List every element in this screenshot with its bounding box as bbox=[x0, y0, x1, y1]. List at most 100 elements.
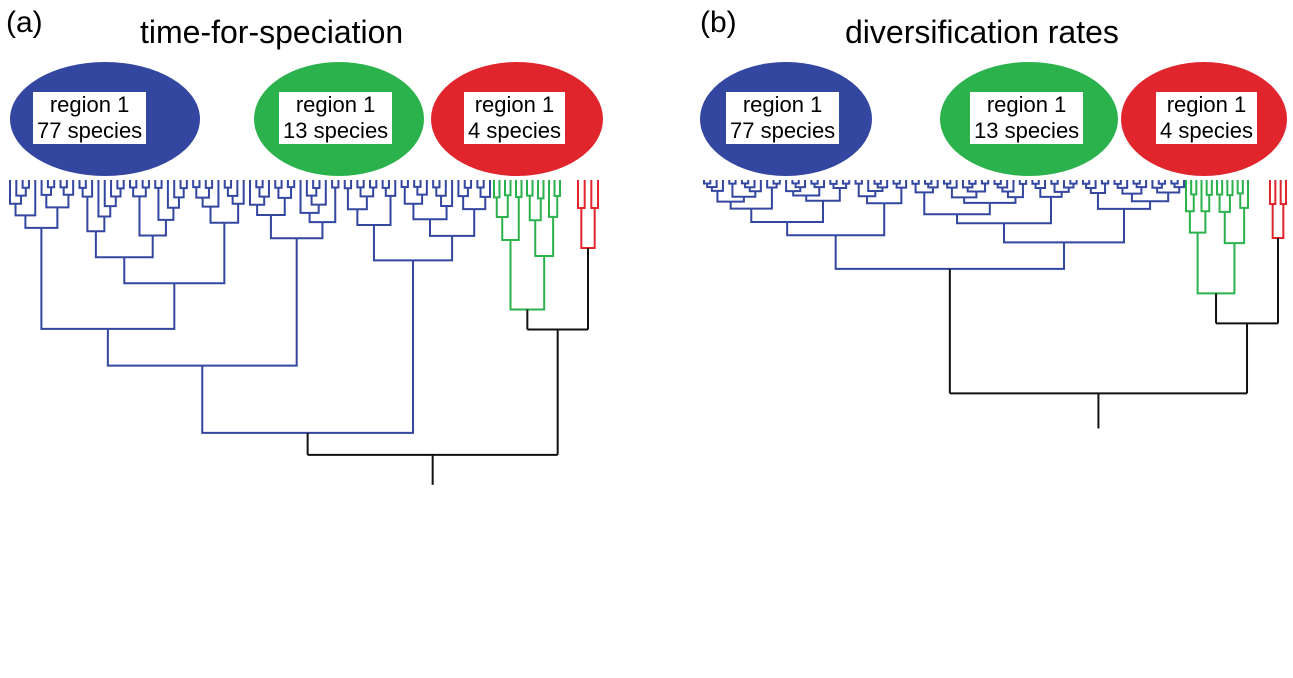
branch-blue-0 bbox=[110, 180, 116, 198]
branch-green-1 bbox=[1244, 180, 1249, 209]
branch-green-0 bbox=[507, 180, 512, 197]
branch-blue-0 bbox=[413, 180, 418, 188]
branch-blue-0 bbox=[430, 206, 448, 221]
branch-blue-1 bbox=[787, 200, 825, 224]
branch-blue-0 bbox=[51, 180, 56, 189]
branch-blue-0 bbox=[227, 180, 233, 189]
branch-blue-1 bbox=[731, 183, 744, 198]
branch-blue-1 bbox=[755, 180, 762, 193]
branch-blue-1 bbox=[792, 191, 807, 197]
branch-blue-1 bbox=[810, 180, 815, 185]
branch-blue-1 bbox=[703, 180, 708, 185]
region-label-green-a: region 1 13 species bbox=[279, 92, 393, 144]
branch-green-0 bbox=[557, 180, 561, 198]
branch-blue-0 bbox=[152, 219, 167, 237]
branch-blue-0 bbox=[357, 196, 368, 211]
branch-blue-0 bbox=[270, 197, 286, 217]
branch-blue-1 bbox=[1096, 193, 1124, 210]
branch-blue-0 bbox=[318, 180, 327, 206]
branch-blue-0 bbox=[21, 180, 26, 189]
branch-blue-0 bbox=[308, 212, 323, 224]
branch-blue-0 bbox=[359, 187, 367, 198]
branch-blue-1 bbox=[957, 202, 991, 216]
branch-green-1 bbox=[1240, 180, 1244, 195]
branch-blue-1 bbox=[1031, 180, 1036, 185]
branch-blue-1 bbox=[1116, 183, 1123, 189]
branch-blue-1 bbox=[717, 180, 724, 192]
branch-blue-1 bbox=[976, 183, 987, 193]
branch-blue-1 bbox=[793, 187, 802, 193]
branch-blue-0 bbox=[15, 195, 23, 205]
branch-blue-1 bbox=[766, 180, 772, 189]
branch-blue-1 bbox=[1168, 187, 1181, 194]
branch-blue-0 bbox=[284, 187, 293, 199]
branch-blue-0 bbox=[286, 180, 292, 189]
branch-blue-1 bbox=[1157, 180, 1162, 185]
branch-blue-0 bbox=[381, 180, 386, 189]
branch-blue-0 bbox=[258, 187, 265, 198]
branch-green-1 bbox=[1219, 180, 1224, 196]
branch-blue-0 bbox=[129, 180, 134, 189]
branch-blue-0 bbox=[195, 187, 203, 199]
branch-blue-0 bbox=[124, 235, 154, 259]
branch-blue-1 bbox=[1003, 223, 1064, 244]
branch-blue-1 bbox=[786, 222, 836, 237]
branch-blue-1 bbox=[730, 196, 745, 203]
branch-red-0 bbox=[590, 180, 595, 209]
branch-blue-1 bbox=[1161, 180, 1167, 185]
branch-green-1 bbox=[1196, 232, 1217, 295]
branch-blue-1 bbox=[1004, 196, 1052, 225]
branch-blue-1 bbox=[1069, 180, 1074, 185]
branch-blue-1 bbox=[867, 191, 877, 198]
branch-red-0 bbox=[594, 180, 599, 209]
branch-blue-1 bbox=[1179, 180, 1185, 189]
branch-blue-1 bbox=[1105, 180, 1110, 185]
branch-green-0 bbox=[518, 180, 523, 198]
branch-green-1 bbox=[1188, 211, 1198, 234]
branch-blue-1 bbox=[896, 180, 901, 185]
branch-green-0 bbox=[526, 180, 530, 197]
branch-blue-1 bbox=[1117, 180, 1122, 185]
branch-blue-1 bbox=[1050, 191, 1063, 198]
branch-blue-1 bbox=[1085, 183, 1091, 190]
branch-green-0 bbox=[493, 180, 497, 199]
branch-blue-1 bbox=[1100, 180, 1106, 185]
branch-blue-1 bbox=[771, 183, 778, 189]
branch-blue-1 bbox=[1089, 188, 1098, 195]
branch-blue-1 bbox=[706, 183, 712, 189]
branch-green-0 bbox=[540, 180, 545, 200]
branch-green-0 bbox=[553, 196, 559, 218]
branch-blue-0 bbox=[231, 195, 239, 205]
branch-blue-0 bbox=[45, 194, 58, 209]
branch-blue-1 bbox=[1090, 180, 1097, 190]
branch-green-1 bbox=[1239, 193, 1245, 209]
branch-green-0 bbox=[553, 180, 558, 198]
branch-blue-0 bbox=[157, 187, 166, 221]
branch-blue-0 bbox=[179, 180, 184, 190]
branch-blue-0 bbox=[322, 187, 337, 224]
branch-blue-0 bbox=[94, 231, 125, 259]
branch-blue-1 bbox=[967, 183, 974, 189]
branch-green-1 bbox=[1223, 211, 1235, 245]
branch-red-0 bbox=[580, 208, 588, 249]
branch-blue-1 bbox=[819, 180, 825, 189]
branch-green-1 bbox=[1197, 211, 1207, 234]
branch-blue-0 bbox=[141, 180, 146, 189]
branch-blue-1 bbox=[1132, 180, 1137, 185]
branch-blue-1 bbox=[1018, 180, 1023, 185]
branch-blue-0 bbox=[278, 180, 283, 189]
branch-blue-0 bbox=[441, 180, 447, 197]
branch-blue-0 bbox=[201, 365, 308, 434]
branch-green-0 bbox=[527, 255, 546, 311]
branch-blue-0 bbox=[463, 187, 469, 198]
branch-blue-1 bbox=[728, 180, 733, 185]
branch-blue-1 bbox=[716, 190, 731, 203]
branch-blue-0 bbox=[485, 180, 491, 198]
branch-green-0 bbox=[515, 180, 519, 198]
branch-blue-0 bbox=[249, 180, 258, 206]
branch-blue-0 bbox=[208, 180, 214, 189]
branch-blue-0 bbox=[305, 180, 312, 197]
branch-blue-0 bbox=[312, 180, 317, 190]
branch-blue-1 bbox=[901, 180, 908, 189]
